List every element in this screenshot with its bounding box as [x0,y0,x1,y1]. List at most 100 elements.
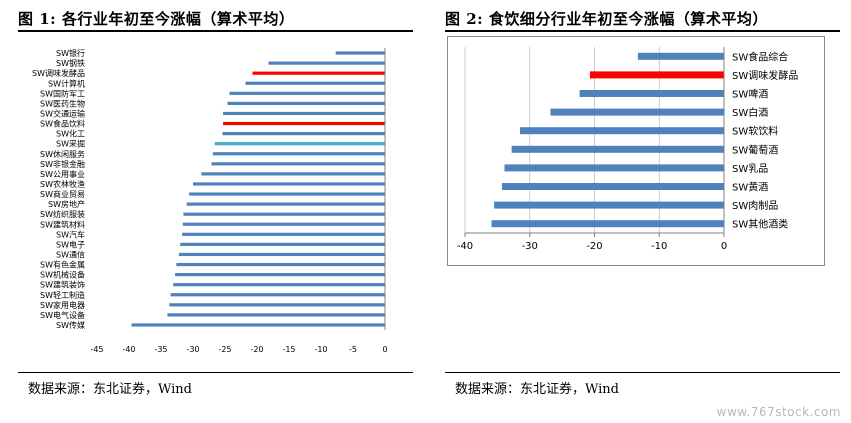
category-label: SW轻工制造 [40,290,85,300]
category-label: SW采掘 [56,139,85,149]
bar [186,202,385,206]
bar [173,283,385,287]
bar [193,182,385,186]
food-beverage-ytd-bar-chart: SW食品综合 SW调味发酵品 SW啤酒 SW白酒 SW软饮料 SW葡萄酒 SW乳品 SW黄酒 S… [457,47,798,252]
category-label: SW肉制品 [732,199,778,212]
category-label: SW钢铁 [56,58,85,68]
bar [579,90,724,97]
category-label: SW调味发酵品 [32,68,85,78]
category-label: SW房地产 [48,199,85,209]
category-label: SW传媒 [56,320,85,330]
category-label: SW黄酒 [732,181,768,194]
bar [637,52,724,60]
bar [229,91,385,95]
x-tick-label: -40 [122,345,135,354]
x-tick-label: -20 [586,241,602,252]
bar [501,183,724,190]
title-rule-right [445,30,840,32]
category-label: SW计算机 [48,78,85,88]
bar [589,71,724,79]
watermark: www.767stock.com [716,405,841,419]
bar [212,152,385,156]
x-tick-label: -15 [282,345,295,354]
bar [167,313,385,317]
category-label: SW农林牧渔 [40,179,85,189]
x-tick-label: -35 [154,345,167,354]
category-label: SW软饮料 [732,125,778,138]
chart-title-left: 图 1: 各行业年初至今涨幅（算术平均） [18,10,295,28]
industry-ytd-bar-chart: SW银行SW钢铁SW调味发酵品SW计算机SW国防军工SW医药生物SW交通运输SW… [32,48,388,354]
category-label: SW纺织服装 [40,209,85,219]
bar [211,162,385,166]
category-label: SW葡萄酒 [732,143,778,156]
category-label: SW公用事业 [40,169,85,179]
bar [189,192,385,196]
category-label: SW交通运输 [40,108,85,118]
bar [175,273,385,277]
bar [131,323,385,327]
category-label: SW建筑装饰 [40,280,85,290]
x-tick-label: -10 [651,241,667,252]
bar [252,71,385,75]
x-tick-label: -25 [218,345,231,354]
category-label: SW银行 [56,48,85,58]
bar [268,61,385,65]
bar [223,111,385,116]
x-tick-label: -10 [314,345,327,354]
source-rule-right [445,372,840,373]
category-label: SW食品综合 [732,50,788,63]
bar [520,127,724,135]
chart-frame-right: SW食品综合 SW调味发酵品 SW啤酒 SW白酒 SW软饮料 SW葡萄酒 SW乳品 SW黄酒 S… [447,36,825,266]
category-label: SW有色金属 [40,260,85,270]
x-tick-label: -30 [522,241,538,252]
bar [245,81,385,85]
bar [214,142,385,146]
category-label: SW化工 [56,129,85,139]
category-label: SW汽车 [56,229,85,239]
category-label: SW建筑材料 [40,219,85,229]
x-tick-label: -20 [250,345,263,354]
x-tick-label: -5 [349,345,357,354]
x-tick-label: -40 [457,241,473,252]
bar [170,293,385,297]
bar [183,212,385,216]
x-tick-label: -45 [90,345,103,354]
category-label: SW休闲服务 [40,149,85,159]
chart-title-right: 图 2: 食饮细分行业年初至今涨幅（算术平均） [445,10,768,28]
category-label: SW商业贸易 [40,189,85,199]
x-tick-label: 0 [721,241,727,252]
category-label: SW机械设备 [40,270,85,280]
x-tick-label: -30 [186,345,199,354]
category-label: SW调味发酵品 [732,69,798,82]
bar [550,108,724,116]
category-label: SW白酒 [732,106,768,119]
bar [511,145,724,153]
bar [169,303,385,307]
category-label: SW电子 [56,239,85,249]
bar [182,222,385,226]
bar [491,220,724,228]
category-label: SW食品饮料 [40,119,85,129]
category-label: SW啤酒 [732,89,768,101]
bar [176,262,385,267]
bar [227,101,385,105]
category-label: SW非银金融 [40,159,85,169]
category-label: SW其他酒类 [732,218,788,231]
title-rule-left [18,30,413,32]
source-rule-left [18,372,413,373]
category-label: SW医药生物 [40,98,85,108]
x-tick-label: 0 [382,345,387,354]
bar [504,164,724,172]
bar [222,132,385,136]
category-label: SW乳品 [732,162,768,175]
bar [494,201,724,209]
bar [178,252,385,257]
source-note-right: 数据来源：东北证券，Wind [455,382,619,397]
category-label: SW电气设备 [40,310,85,320]
category-label: SW通信 [56,249,85,259]
category-label: SW国防军工 [40,88,85,98]
source-note-left: 数据来源：东北证券，Wind [28,382,192,397]
bar [335,51,385,55]
bar [182,232,385,236]
bar [223,121,385,126]
